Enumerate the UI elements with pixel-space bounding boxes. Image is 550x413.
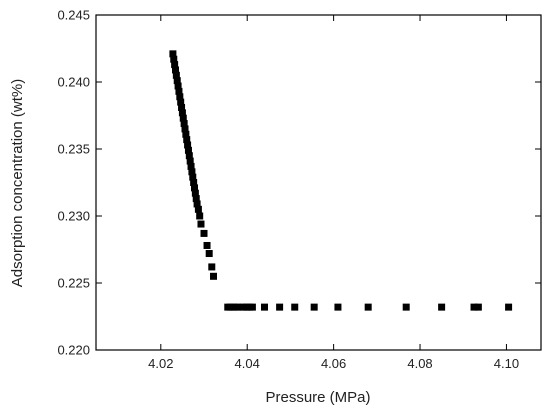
data-point <box>310 303 318 311</box>
data-point <box>177 98 185 106</box>
data-point <box>474 303 482 311</box>
y-axis-ticks: 0.220 0.225 0.230 0.235 0.240 0.245 <box>57 8 541 358</box>
data-points <box>169 50 513 311</box>
data-point <box>171 66 179 74</box>
data-point <box>178 103 186 111</box>
data-point <box>190 179 198 186</box>
data-point <box>205 250 213 258</box>
data-point <box>334 303 342 311</box>
data-point <box>184 141 192 149</box>
data-point <box>208 263 216 271</box>
x-tick-label: 4.04 <box>235 356 260 371</box>
data-point <box>203 241 211 249</box>
data-point <box>176 93 184 101</box>
data-point <box>185 152 193 160</box>
data-point <box>179 114 187 122</box>
data-point <box>248 303 256 311</box>
data-point <box>174 82 182 90</box>
data-point <box>234 303 242 311</box>
data-point <box>364 303 372 311</box>
x-tick-label: 4.10 <box>494 356 519 371</box>
data-point <box>194 205 202 213</box>
y-tick-label: 0.235 <box>57 142 90 157</box>
data-point <box>193 200 201 208</box>
data-point <box>170 55 178 63</box>
x-axis-ticks: 4.02 4.04 4.06 4.08 4.10 <box>148 15 519 371</box>
y-tick-label: 0.230 <box>57 209 90 224</box>
y-tick-label: 0.240 <box>57 75 90 90</box>
data-point <box>191 184 199 192</box>
x-tick-label: 4.06 <box>321 356 346 371</box>
data-point <box>173 77 181 85</box>
data-point <box>189 173 197 181</box>
data-point <box>438 303 446 311</box>
plot-frame <box>95 14 542 351</box>
x-axis-label: Pressure (MPa) <box>265 389 370 406</box>
x-tick-label: 4.02 <box>148 356 173 371</box>
y-tick-label: 0.225 <box>57 276 90 291</box>
data-point <box>169 50 177 58</box>
y-tick-label: 0.220 <box>57 343 90 358</box>
y-tick-label: 0.245 <box>57 8 90 23</box>
data-point <box>191 189 199 197</box>
data-point <box>183 136 191 144</box>
x-tick-label: 4.08 <box>407 356 432 371</box>
data-point <box>172 71 180 79</box>
data-point <box>197 220 205 228</box>
data-point <box>180 120 188 128</box>
data-point <box>192 195 200 203</box>
data-point <box>178 109 186 117</box>
data-point <box>181 125 189 133</box>
data-point <box>175 87 183 95</box>
data-point <box>210 272 218 280</box>
data-point <box>171 61 179 69</box>
data-point <box>260 303 268 311</box>
data-point <box>187 162 195 170</box>
data-point <box>186 157 194 165</box>
data-point <box>196 212 204 220</box>
data-point <box>184 146 192 154</box>
data-point <box>182 130 190 138</box>
data-point <box>402 303 410 311</box>
data-point <box>200 229 208 237</box>
data-point <box>470 303 478 311</box>
data-point <box>291 303 299 311</box>
data-point <box>276 303 284 311</box>
y-axis-label: Adsorption concentration (wt%) <box>9 79 26 287</box>
data-point <box>188 168 196 176</box>
data-point <box>505 303 513 311</box>
